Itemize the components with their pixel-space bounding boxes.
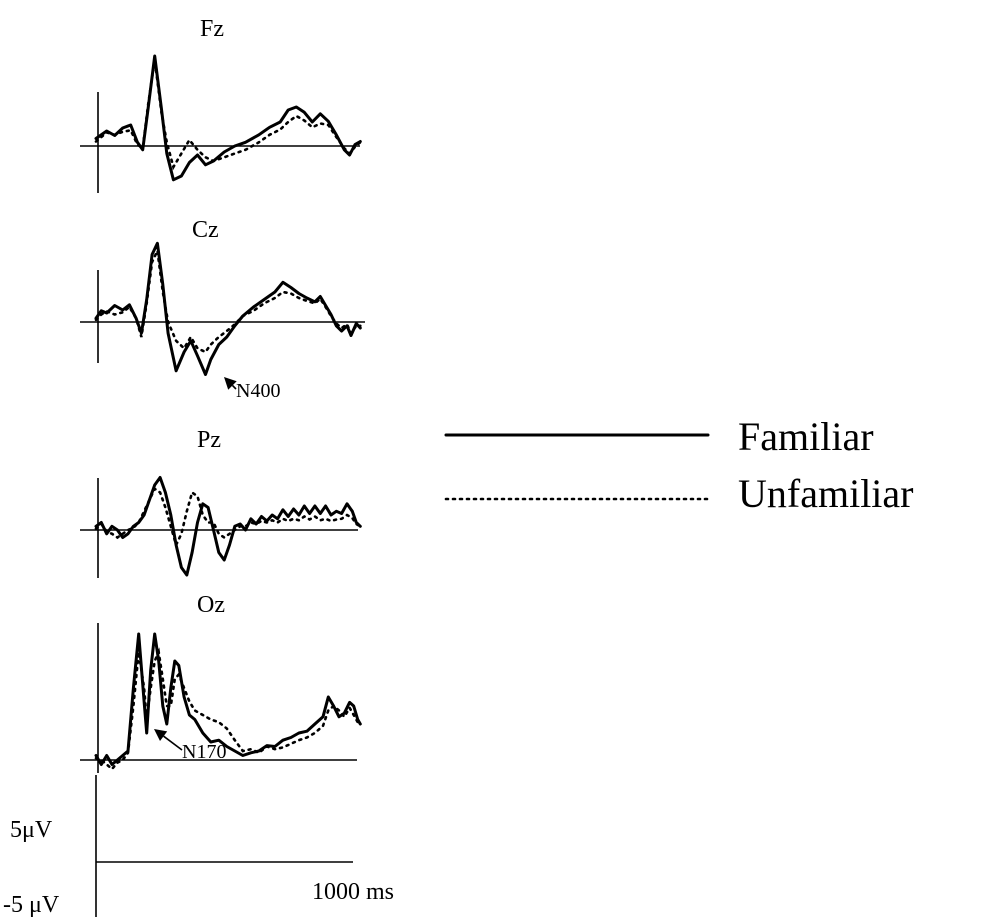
annotation-n400-arrow-shaft: [231, 384, 237, 390]
panel-pz-unfamiliar-series: [94, 486, 362, 549]
scale-bar-5uv-label: 5μV: [10, 817, 53, 843]
panel-oz-unfamiliar-series: [94, 647, 362, 771]
panel-cz: Cz: [80, 217, 365, 376]
scale-bar: 5μV -5 μV 1000 ms: [3, 775, 394, 917]
legend-familiar-label: Familiar: [738, 414, 874, 459]
annotation-n170-arrow-shaft: [163, 735, 183, 751]
panel-oz-label: Oz: [197, 592, 225, 618]
legend: Familiar Unfamiliar: [444, 414, 914, 516]
component-annotations: N400 N170: [154, 377, 280, 763]
panel-pz-familiar-series: [94, 476, 362, 577]
annotation-n170-label: N170: [182, 741, 226, 763]
annotation-n400-label: N400: [236, 380, 280, 402]
panel-pz: Pz: [80, 427, 362, 578]
panel-cz-familiar-series: [94, 241, 362, 376]
scale-bar-1000ms-label: 1000 ms: [312, 879, 394, 905]
panel-fz: Fz: [80, 16, 362, 193]
scale-bar-neg5uv-label: -5 μV: [3, 892, 60, 917]
annotation-n170-arrowhead: [154, 729, 168, 741]
panel-cz-label: Cz: [192, 217, 219, 243]
legend-unfamiliar-label: Unfamiliar: [738, 471, 914, 516]
panel-oz: Oz: [80, 592, 362, 773]
erp-panels: Fz Cz Pz Oz: [80, 16, 365, 773]
panel-fz-label: Fz: [200, 16, 224, 42]
panel-pz-label: Pz: [197, 427, 221, 453]
panel-fz-familiar-series: [94, 54, 362, 182]
panel-oz-familiar-series: [94, 632, 362, 766]
annotation-n400-arrowhead: [224, 377, 237, 390]
